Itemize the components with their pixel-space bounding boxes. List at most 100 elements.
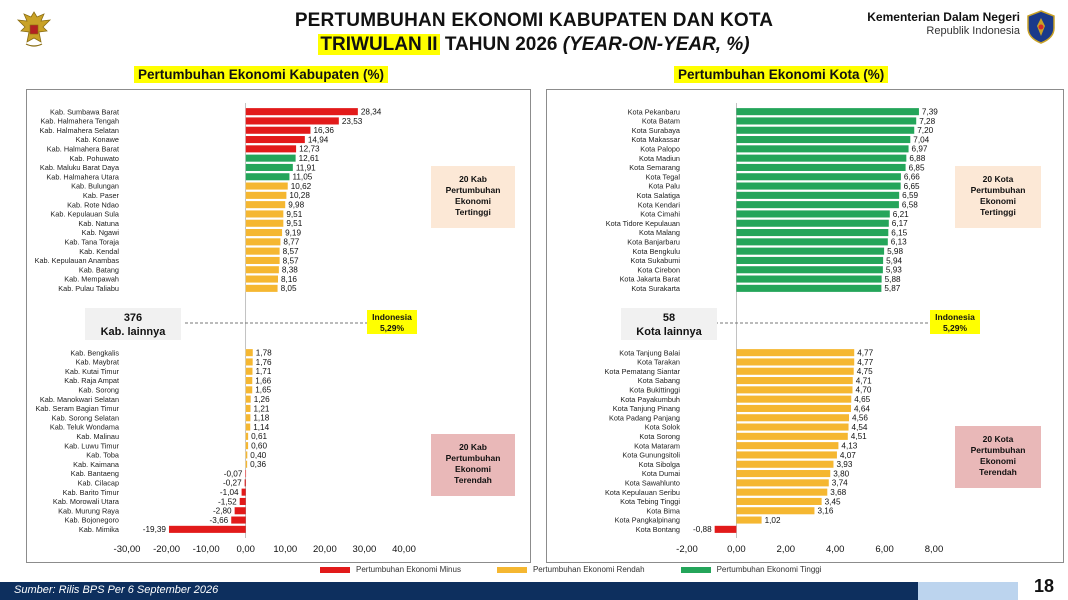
kab-bottom-bar <box>245 432 249 440</box>
kab-top-value-label: 9,98 <box>288 200 304 209</box>
kota-top-value-label: 6,58 <box>902 200 918 209</box>
kab-top-value-label: 23,53 <box>342 117 363 126</box>
kab-top-name-label: Kab. Paser <box>83 191 120 200</box>
kota-bottom-value-label: 3,74 <box>832 479 848 488</box>
kota-top-value-label: 7,28 <box>919 117 935 126</box>
kota-top-bar <box>736 117 917 125</box>
kota-indonesia-title: Indonesia <box>935 312 975 322</box>
kota-bottom-bar <box>736 479 829 487</box>
kab-top-bar <box>245 247 280 255</box>
kota-bottom-value-label: 3,16 <box>817 507 833 516</box>
kab-top-box <box>431 166 515 228</box>
kota-bottom-name-label: Kota Sorong <box>639 432 680 441</box>
kota-top-bar <box>736 163 906 171</box>
legend-swatch-tinggi <box>680 566 711 573</box>
kota-top-name-label: Kota Surabaya <box>632 126 681 135</box>
kab-top-value-label: 9,51 <box>286 210 302 219</box>
kab-top-name-label: Kab. Kepulauan Sula <box>50 210 120 219</box>
kab-bottom-bar <box>245 414 251 422</box>
kab-bottom-value-label: 1,71 <box>255 367 271 376</box>
kota-chart-panel: Kota Pekanbaru 7,39 Kota Batam 7,28 Kota Sur… <box>546 89 1064 563</box>
kab-bottom-value-label: 0,61 <box>251 432 267 441</box>
kab-bottom-value-label: 1,65 <box>255 386 271 395</box>
kab-top-bar <box>245 145 297 153</box>
kab-x-tick-label: -10,00 <box>193 544 220 555</box>
kota-top-value-label: 6,65 <box>904 182 920 191</box>
kab-bottom-name-label: Kab. Sorong Selatan <box>52 413 119 422</box>
kota-bottom-name-label: Kota Padang Panjang <box>609 413 680 422</box>
kab-bottom-bar <box>245 386 253 394</box>
kab-bottom-bar <box>245 367 253 375</box>
kab-top-bar <box>245 266 279 274</box>
kota-top-name-label: Kota Surakarta <box>631 284 681 293</box>
kab-top-name-label: Kab. Pohuwato <box>70 154 120 163</box>
legend-swatch-minus <box>320 566 350 573</box>
kab-x-tick-label: -30,00 <box>114 544 141 555</box>
kab-bottom-box <box>431 434 515 496</box>
kab-top-value-label: 8,77 <box>283 238 299 247</box>
kab-top-name-label: Kab. Halmahera Barat <box>47 144 119 153</box>
kab-x-tick-label: 40,00 <box>392 544 416 555</box>
kab-top-bar <box>245 238 281 246</box>
kab-bottom-bar <box>231 516 246 524</box>
kota-bottom-bar <box>736 367 854 375</box>
legend-label-minus: Pertumbuhan Ekonomi Minus <box>356 565 461 574</box>
kota-top-box-text: Pertumbuhan <box>971 185 1026 195</box>
kab-bottom-name-label: Kab. Cilacap <box>78 478 119 487</box>
kota-bottom-value-label: 1,02 <box>765 516 781 525</box>
kota-top-name-label: Kota Madiun <box>639 154 680 163</box>
kab-top-bar <box>245 182 288 190</box>
kota-bottom-box-text: Pertumbuhan <box>971 445 1026 455</box>
kab-top-box-text: 20 Kab <box>459 174 487 184</box>
kab-top-box-text: Tertinggi <box>455 207 491 217</box>
kota-bottom-name-label: Kota Bontang <box>636 525 680 534</box>
kab-top-bar <box>245 154 296 162</box>
kota-others-label: Kota lainnya <box>636 326 702 338</box>
kab-bottom-name-label: Kab. Toba <box>86 451 120 460</box>
legend-label-rendah: Pertumbuhan Ekonomi Rendah <box>532 565 645 574</box>
kab-bottom-box-text: 20 Kab <box>459 442 487 452</box>
kota-top-value-label: 6,88 <box>909 154 925 163</box>
kab-bottom-bar <box>245 470 247 478</box>
kota-bottom-name-label: Kota Tanjung Balai <box>619 348 680 357</box>
kota-indonesia-value: 5,29% <box>943 323 968 333</box>
kota-bottom-value-label: 4,70 <box>855 386 871 395</box>
kota-top-value-label: 5,87 <box>884 284 900 293</box>
kota-bottom-value-label: 4,56 <box>852 414 868 423</box>
kab-top-value-label: 12,73 <box>299 145 320 154</box>
kab-top-value-label: 10,62 <box>291 182 312 191</box>
kota-bottom-name-label: Kota Dumai <box>642 469 681 478</box>
kota-bottom-bar <box>736 442 839 450</box>
kab-top-value-label: 16,36 <box>313 126 334 135</box>
kab-bottom-box-text: Pertumbuhan <box>446 453 501 463</box>
kab-top-bar <box>245 256 280 264</box>
kab-indonesia-box <box>367 310 417 334</box>
kab-top-bar <box>245 201 286 209</box>
kota-x-tick-label: 4,00 <box>826 544 845 555</box>
kota-bottom-name-label: Kota Solok <box>645 423 681 432</box>
kota-bottom-bar <box>736 488 828 496</box>
kota-bottom-bar <box>736 414 850 422</box>
kab-top-value-label: 10,28 <box>289 191 310 200</box>
kota-bottom-value-label: 3,93 <box>836 460 852 469</box>
kab-bottom-value-label: 1,18 <box>253 414 269 423</box>
kab-top-bar <box>245 219 284 227</box>
kota-top-name-label: Kota Bengkulu <box>633 247 680 256</box>
kab-top-bar <box>245 229 283 237</box>
kota-top-name-label: Kota Tegal <box>646 172 681 181</box>
kab-top-value-label: 11,05 <box>292 173 312 182</box>
kota-bottom-bar <box>736 377 853 385</box>
footer-bar <box>0 582 918 600</box>
kota-top-value-label: 6,13 <box>891 238 907 247</box>
kab-top-bar <box>245 210 284 218</box>
kota-top-bar <box>736 229 889 237</box>
kota-bottom-name-label: Kota Bima <box>646 506 681 515</box>
kota-bottom-bar <box>736 507 815 515</box>
kota-top-name-label: Kota Kendari <box>638 200 681 209</box>
kab-bottom-bar <box>168 525 246 533</box>
kota-top-value-label: 6,15 <box>891 228 907 237</box>
title-italic: (YEAR-ON-YEAR, %) <box>562 34 750 55</box>
kota-bottom-value-label: 4,64 <box>854 404 870 413</box>
kab-x-tick-label: -20,00 <box>153 544 180 555</box>
ministry-sub: Republik Indonesia <box>926 25 1020 37</box>
